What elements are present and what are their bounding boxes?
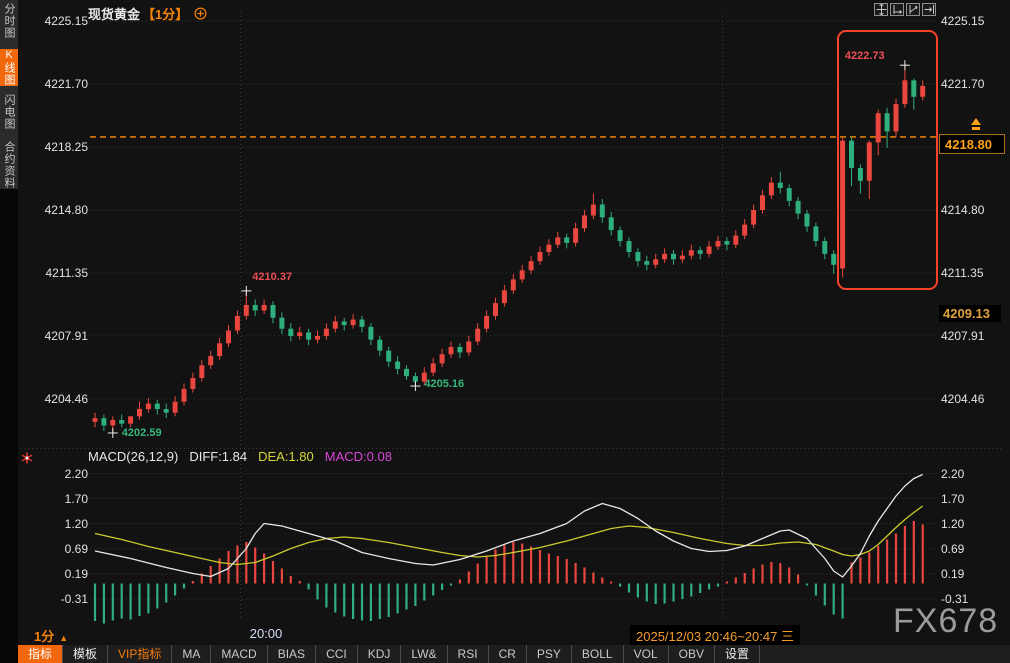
sidebar: 分时图 K线图闪电图合约资料 (0, 0, 18, 189)
price-axis-label: 4221.70 (941, 77, 985, 91)
candle-time-range: 2025/12/03 20:46~20:47 三 (630, 625, 800, 646)
price-up-arrow-icon (969, 118, 983, 133)
toolbar-item[interactable]: 模板 (63, 645, 109, 663)
price-axis-label: 1.70 (64, 491, 88, 506)
price-axis-label: -0.31 (60, 592, 88, 606)
price-axis-label: 1.70 (941, 491, 965, 506)
sidebar-tab-2[interactable]: K线图 (0, 49, 18, 86)
price-axis-label: 4214.80 (941, 203, 985, 217)
macd-formula: MACD(26,12,9) (88, 449, 179, 464)
sidebar-tab-3[interactable]: 闪电图 (3, 94, 15, 130)
price-axis-label: 4207.91 (941, 328, 985, 343)
price-axis-label: 0.69 (941, 542, 965, 556)
price-axis-label: 4225.15 (941, 14, 985, 28)
price-axis-label: 4211.35 (941, 266, 984, 280)
price-axis-label: 4218.25 (44, 140, 88, 154)
period-label: 1分 (34, 629, 55, 644)
chart-settings-icon[interactable] (194, 7, 207, 20)
current-price-tag: 4218.80 (939, 134, 1005, 154)
macd-macd-value: MACD:0.08 (324, 449, 392, 464)
toolbar-item[interactable]: VOL (624, 645, 669, 663)
price-axis-label: -0.31 (941, 592, 969, 606)
macd-header: MACD(26,12,9) DIFF:1.84 DEA:1.80 MACD:0.… (88, 449, 392, 464)
toolbar-item[interactable]: MACD (211, 645, 268, 663)
price-axis-label: 2.20 (941, 466, 965, 481)
price-axis-label: 4204.46 (941, 391, 985, 406)
symbol-name: 现货黄金 (88, 7, 141, 22)
alert-price-tag: 4209.13 (939, 305, 1001, 322)
price-marker-label: 4210.37 (252, 270, 293, 283)
interval-label: 【1分】 (142, 7, 189, 22)
price-axis-label: 0.69 (64, 542, 88, 556)
price-axis-label: 4214.80 (44, 203, 88, 217)
toolbar-item[interactable]: 指标 (18, 645, 64, 663)
toolbar-item[interactable]: MA (172, 645, 212, 663)
time-axis-label: 20:00 (249, 626, 283, 641)
macd-dea-value: DEA:1.80 (258, 449, 314, 464)
scale-right-icon[interactable] (906, 3, 920, 16)
toolbar-item[interactable]: KDJ (358, 645, 402, 663)
sidebar-tab-4[interactable]: 合约资料 (3, 141, 15, 189)
chart-tools (874, 3, 936, 16)
status-bar: 1分 ▲ 20:00 2025/12/03 20:46~20:47 三 (18, 623, 1010, 646)
price-axis-label: 0.19 (941, 567, 965, 581)
price-marker-label: 4205.16 (424, 378, 465, 391)
toolbar-item[interactable]: PSY (527, 645, 572, 663)
price-marker-label: 4222.73 (844, 50, 885, 63)
scale-left-icon[interactable] (890, 3, 904, 16)
toolbar-item[interactable]: CR (489, 645, 527, 663)
macd-diff-value: DIFF:1.84 (189, 449, 248, 464)
price-marker-label: 4202.59 (121, 426, 162, 439)
toolbar-item[interactable]: 设置 (715, 645, 760, 663)
price-axis-label: 4221.70 (44, 77, 88, 91)
chart-title: 现货黄金 【1分】 (88, 4, 207, 23)
toolbar-item[interactable]: BIAS (268, 645, 317, 663)
price-axis-label: 4204.46 (44, 391, 88, 406)
toolbar-item[interactable]: CCI (316, 645, 358, 663)
shift-right-icon[interactable] (922, 3, 936, 16)
toolbar-item[interactable]: LW& (401, 645, 448, 663)
toolbar-item[interactable]: VIP指标 (108, 645, 173, 663)
period-selector[interactable]: 1分 ▲ (34, 626, 68, 645)
toolbar-item[interactable]: RSI (448, 645, 489, 663)
indicator-star-icon[interactable] (21, 451, 33, 469)
price-axis-label: 1.20 (64, 516, 88, 531)
price-axis-label: 1.20 (941, 516, 965, 531)
sidebar-spacer (0, 189, 18, 663)
price-axis-label: 4211.35 (45, 266, 89, 280)
price-axis-label: 4225.15 (44, 14, 88, 28)
toolbar-item[interactable]: BOLL (572, 645, 624, 663)
highlight-box (837, 30, 938, 290)
price-axis-label: 4207.91 (44, 328, 88, 343)
indicator-toolbar: 指标 模板 VIP指标 MA MACD BIAS CCI KDJ LW& RSI CR PSY BOLL… (18, 645, 1010, 663)
sidebar-tab-1[interactable]: 分时图 (3, 3, 15, 39)
current-price-value: 4218.80 (945, 137, 992, 152)
pan-icon[interactable] (874, 3, 888, 16)
toolbar-item[interactable]: OBV (669, 645, 715, 663)
price-axis-label: 2.20 (64, 466, 88, 481)
chevron-up-icon: ▲ (59, 633, 69, 643)
price-axis-label: 0.19 (64, 567, 88, 581)
